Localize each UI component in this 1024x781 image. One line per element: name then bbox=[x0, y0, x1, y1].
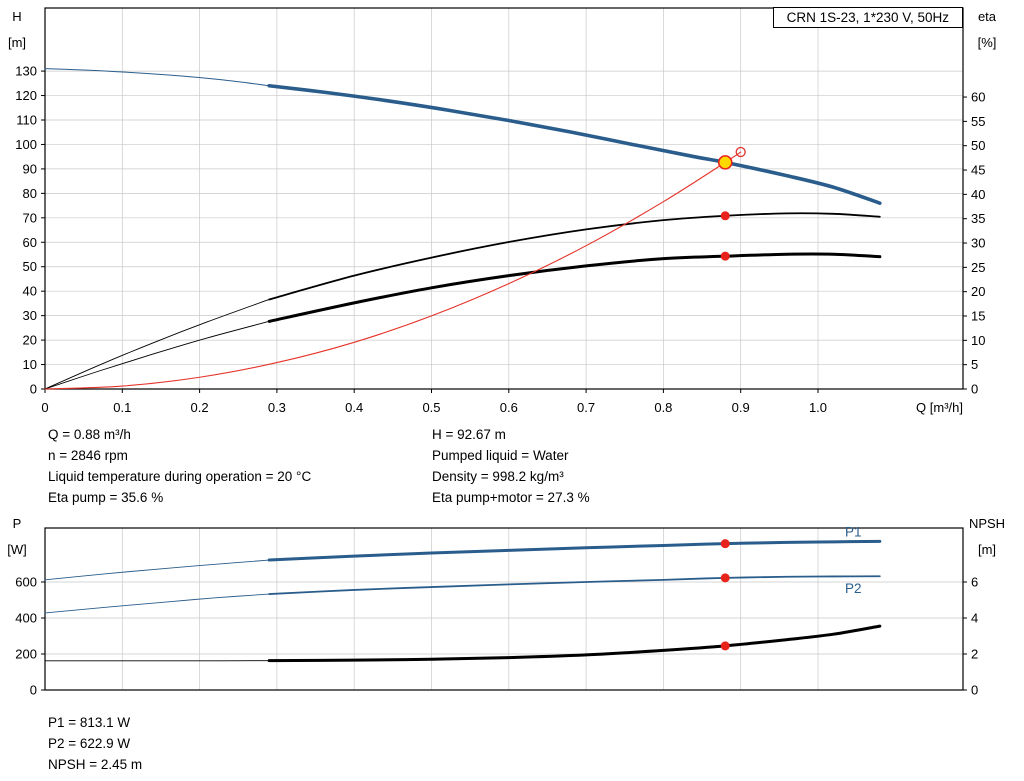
left-axis-title: H bbox=[12, 9, 21, 24]
axis-tick-label-right: 10 bbox=[971, 333, 985, 348]
axis-tick-label-x: 0.9 bbox=[732, 400, 750, 415]
axis-tick-label-right: 40 bbox=[971, 187, 985, 202]
eta-pump-motor-point bbox=[720, 251, 730, 261]
info-eta-pump: Eta pump = 35.6 % bbox=[48, 490, 164, 505]
right-axis-title: [%] bbox=[978, 35, 997, 50]
info-head: H = 92.67 m bbox=[432, 427, 506, 442]
axis-tick-label-x: 0.3 bbox=[268, 400, 286, 415]
curve-label-p2: P2 bbox=[845, 581, 862, 596]
axis-tick-label-left: 120 bbox=[15, 88, 37, 103]
qh-chart: 0 10 20 30 40 50 60 70 80 90 100 110 120 130 0 5 10 15 20 2… bbox=[8, 7, 997, 415]
series-p1 bbox=[267, 539, 882, 562]
right-axis-title: eta bbox=[978, 9, 997, 24]
axis-tick-label-left: 400 bbox=[15, 611, 37, 626]
axis-tick-label-left: 0 bbox=[30, 683, 37, 698]
axis-tick-label-x: 0.5 bbox=[422, 400, 440, 415]
duty-point[interactable] bbox=[717, 155, 733, 170]
axis-tick-label-right: 60 bbox=[971, 90, 985, 105]
curve-label-p1: P1 bbox=[845, 525, 862, 540]
axis-tick-label-left: 60 bbox=[23, 235, 37, 250]
axis-tick-label-x: 0.2 bbox=[191, 400, 209, 415]
axis-tick-label-left: 100 bbox=[15, 137, 37, 152]
info-eta-pump-motor: Eta pump+motor = 27.3 % bbox=[432, 490, 590, 505]
axis-tick-label-left: 90 bbox=[23, 161, 37, 176]
axis-tick-label-left: 130 bbox=[15, 64, 37, 79]
eta-pump-point bbox=[720, 211, 730, 221]
axis-tick-label-right: 0 bbox=[971, 382, 978, 397]
axis-tick-label-x: 0 bbox=[41, 400, 48, 415]
info-npsh: NPSH = 2.45 m bbox=[48, 757, 143, 772]
info-p2: P2 = 622.9 W bbox=[48, 736, 131, 751]
axis-tick-label-left: 600 bbox=[15, 575, 37, 590]
axis-tick-label-right: 35 bbox=[971, 211, 985, 226]
axis-tick-label-left: 70 bbox=[23, 210, 37, 225]
axis-tick-label-left: 0 bbox=[30, 382, 37, 397]
axis-tick-label-right: 4 bbox=[971, 611, 978, 626]
operating-data-right: H = 92.67 m Pumped liquid = Water Densit… bbox=[432, 424, 590, 508]
series-head-curve-low bbox=[44, 68, 270, 87]
pump-title: CRN 1S-23, 1*230 V, 50Hz bbox=[786, 10, 949, 25]
operating-data-left: Q = 0.88 m³/h n = 2846 rpm Liquid temper… bbox=[48, 424, 311, 508]
axis-tick-label-x: 0.4 bbox=[345, 400, 363, 415]
axis-tick-label-left: 30 bbox=[23, 308, 37, 323]
series-eta-pump bbox=[268, 212, 881, 301]
axis-tick-label-right: 20 bbox=[971, 284, 985, 299]
axis-tick-label-x: 0.1 bbox=[113, 400, 131, 415]
right-axis-title: [m] bbox=[978, 542, 996, 557]
info-liquid-temperature: Liquid temperature during operation = 20… bbox=[48, 469, 312, 484]
axis-tick-label-left: 50 bbox=[23, 259, 37, 274]
axis-tick-label-left: 110 bbox=[16, 113, 37, 128]
x-axis-title: Q [m³/h] bbox=[916, 400, 963, 415]
series-system-curve bbox=[44, 151, 742, 390]
series-head-curve bbox=[267, 83, 882, 205]
axis-tick-label-x: 0.8 bbox=[654, 400, 672, 415]
axis-tick-label-x: 0.6 bbox=[500, 400, 518, 415]
p2-point bbox=[720, 573, 730, 583]
axis-tick-label-right: 5 bbox=[971, 357, 978, 372]
axis-tick-label-x: 1.0 bbox=[809, 400, 827, 415]
series-p2-low bbox=[44, 593, 270, 614]
left-axis-title: P bbox=[13, 516, 22, 531]
pump-title-box: CRN 1S-23, 1*230 V, 50Hz bbox=[772, 7, 963, 28]
info-density: Density = 998.2 kg/m³ bbox=[432, 469, 564, 484]
series-eta-pump-low bbox=[44, 299, 270, 390]
power-chart: 0 200 400 600 0 2 4 6 P [W] NPSH [m] P1 P2 bbox=[7, 516, 1005, 698]
axis-tick-label-right: 15 bbox=[971, 309, 985, 324]
axis-tick-label-left: 40 bbox=[23, 284, 37, 299]
series-eta-pump-motor bbox=[267, 252, 882, 323]
axis-tick-label-left: 200 bbox=[15, 647, 37, 662]
series-p1-low bbox=[44, 559, 270, 581]
axis-tick-label-left: 10 bbox=[23, 357, 37, 372]
info-flow: Q = 0.88 m³/h bbox=[48, 427, 131, 442]
power-npsh-data: P1 = 813.1 W P2 = 622.9 W NPSH = 2.45 m bbox=[48, 712, 142, 775]
axis-tick-label-left: 80 bbox=[23, 186, 37, 201]
info-pumped-liquid: Pumped liquid = Water bbox=[432, 448, 569, 463]
axis-tick-label-right: 6 bbox=[971, 575, 978, 590]
axis-tick-label-right: 25 bbox=[971, 260, 985, 275]
axis-tick-label-right: 30 bbox=[971, 236, 985, 251]
requested-duty-point bbox=[735, 146, 746, 158]
axis-tick-label-right: 55 bbox=[971, 114, 985, 129]
right-axis-title: NPSH bbox=[969, 516, 1005, 531]
axis-tick-label-left: 20 bbox=[23, 333, 37, 348]
series-eta-pump-motor-low bbox=[44, 320, 270, 390]
plot-frame bbox=[44, 527, 964, 691]
npsh-point bbox=[720, 641, 730, 651]
series-npsh bbox=[267, 624, 882, 663]
series-p2 bbox=[268, 575, 881, 595]
axis-tick-label-right: 50 bbox=[971, 138, 985, 153]
plot-frame bbox=[44, 7, 964, 390]
axis-tick-label-x: 0.7 bbox=[577, 400, 595, 415]
left-axis-title: [m] bbox=[8, 35, 26, 50]
p1-point bbox=[720, 539, 730, 549]
axis-tick-label-right: 45 bbox=[971, 163, 985, 178]
left-axis-title: [W] bbox=[7, 542, 27, 557]
axis-tick-label-right: 0 bbox=[971, 683, 978, 698]
axis-tick-label-right: 2 bbox=[971, 647, 978, 662]
info-p1: P1 = 813.1 W bbox=[48, 715, 131, 730]
info-speed: n = 2846 rpm bbox=[48, 448, 128, 463]
